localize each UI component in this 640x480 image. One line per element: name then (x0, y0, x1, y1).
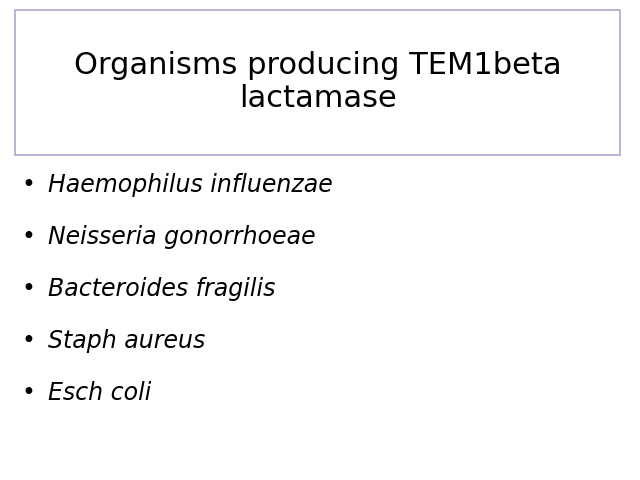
Text: Bacteroides fragilis: Bacteroides fragilis (48, 277, 275, 301)
Text: •: • (21, 277, 35, 301)
Bar (15, 10, 620, 155)
Text: •: • (21, 329, 35, 353)
Text: Esch coli: Esch coli (48, 381, 152, 405)
Text: •: • (21, 225, 35, 249)
Text: •: • (21, 381, 35, 405)
Text: Organisms producing TEM1beta
lactamase: Organisms producing TEM1beta lactamase (74, 51, 562, 113)
Text: Neisseria gonorrhoeae: Neisseria gonorrhoeae (48, 225, 316, 249)
Text: Staph aureus: Staph aureus (48, 329, 205, 353)
Text: •: • (21, 173, 35, 197)
Text: Haemophilus influenzae: Haemophilus influenzae (48, 173, 333, 197)
